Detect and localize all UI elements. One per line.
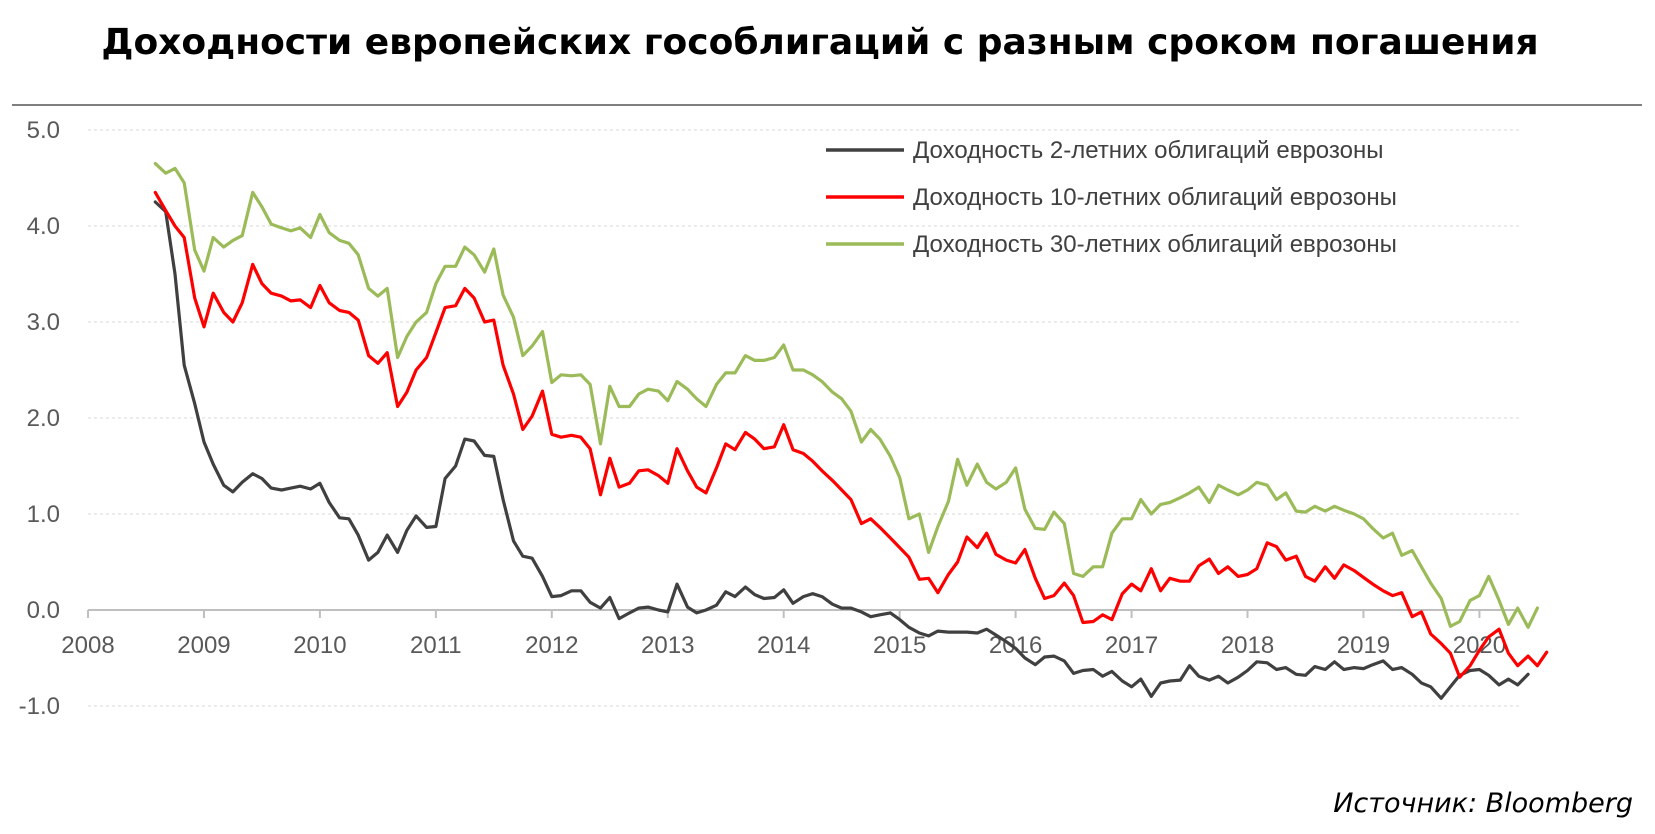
gridlines — [88, 129, 1520, 707]
legend-label-1: Доходность 2-летних облигаций еврозоны — [913, 137, 1383, 164]
y-tick-label: 1.0 — [27, 501, 60, 528]
series-line-2 — [153, 190, 1549, 679]
source-note: Источник: Bloomberg — [1333, 788, 1633, 819]
x-tick-label: 2010 — [293, 632, 346, 659]
legend-label-2: Доходность 10-летних облигаций еврозоны — [913, 184, 1397, 211]
chart-title: Доходности европейских гособлигаций с ра… — [101, 22, 1539, 63]
series-line-1 — [153, 200, 1530, 700]
y-tick-label: -1.0 — [19, 693, 60, 720]
title-divider — [12, 104, 1642, 106]
x-tick-label: 2008 — [61, 632, 114, 659]
x-tick-label: 2013 — [641, 632, 694, 659]
series-lines — [153, 162, 1549, 700]
axes: 5.0 4.0 3.0 2.0 1.0 0.0 -1.0 2008 2009 2010 2011 20… — [19, 117, 1520, 720]
y-tick-label: 0.0 — [27, 597, 60, 624]
x-tick-label: 2020 — [1453, 632, 1506, 659]
x-tick-label: 2012 — [525, 632, 578, 659]
x-tick-label: 2018 — [1221, 632, 1274, 659]
legend: Доходность 2-летних облигаций еврозоны До… — [826, 137, 1397, 258]
x-tick-label: 2019 — [1337, 632, 1390, 659]
legend-label-3: Доходность 30-летних облигаций еврозоны — [913, 231, 1397, 258]
x-tick-label: 2011 — [410, 632, 462, 659]
y-tick-label: 3.0 — [27, 309, 60, 336]
x-tick-label: 2014 — [757, 632, 810, 659]
y-tick-label: 2.0 — [27, 405, 60, 432]
series-line-3 — [153, 162, 1539, 629]
y-tick-label: 4.0 — [27, 213, 60, 240]
x-tick-label: 2017 — [1105, 632, 1158, 659]
x-tick-label: 2009 — [177, 632, 230, 659]
x-tick-label: 2015 — [873, 632, 926, 659]
y-tick-label: 5.0 — [27, 117, 60, 144]
